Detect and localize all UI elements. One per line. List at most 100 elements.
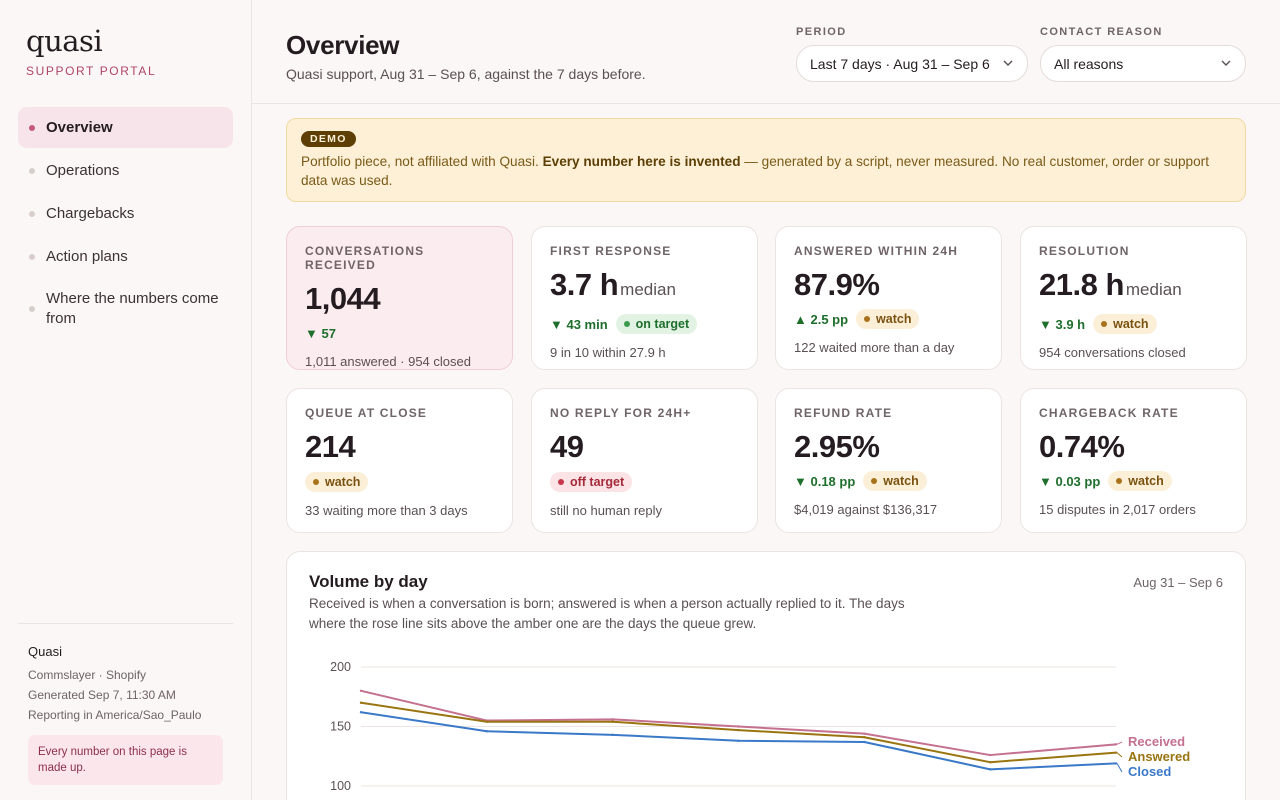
data-point-closed[interactable] [863,740,866,744]
kpi-status-row: ▼ 57 [305,322,494,344]
sidebar-item-where-the-numbers-come-from[interactable]: Where the numbers come from [18,279,233,339]
sidebar-item-chargebacks[interactable]: Chargebacks [18,193,233,234]
status-dot-icon [1116,478,1123,484]
kpi-card[interactable]: REFUND RATE 2.95% ▼ 0.18 pp watch $4,019 aga… [775,388,1002,533]
data-point-received[interactable] [737,725,740,728]
data-point-received[interactable] [359,689,363,692]
kpi-value: 1,044 [305,282,494,316]
kpi-status-row: ▼ 0.18 pp watch [794,470,983,492]
series-label-answered: Answered [1128,749,1190,764]
data-point-answered[interactable] [988,761,992,764]
kpi-card[interactable]: NO REPLY FOR 24H+ 49 off target still no hu… [531,388,758,533]
footer-sources: Commslayer · Shopify [28,668,147,682]
nav-bullet-icon [29,124,35,131]
kpi-status-row: ▲ 2.5 pp watch [794,308,983,330]
kpi-card[interactable]: FIRST RESPONSE 3.7 h median ▼ 43 min on targ… [531,226,758,370]
brand-subtitle: SUPPORT PORTAL [26,64,157,78]
kpi-status-row: ▼ 43 min on target [550,313,739,335]
kpi-footnote: 1,011 answered · 954 closed [305,354,471,369]
reason-select[interactable]: All reasons [1040,45,1246,82]
kpi-value: 21.8 h median [1039,268,1228,307]
status-badge-label: watch [876,312,912,326]
kpi-status-row: ▼ 3.9 h watch [1039,313,1228,335]
kpi-unit: median [1125,280,1182,299]
footer-company: Quasi [28,644,62,659]
kpi-card[interactable]: RESOLUTION 21.8 h median ▼ 3.9 h watch 954 co… [1020,226,1247,370]
kpi-label: RESOLUTION [1039,244,1130,258]
brand-logo[interactable]: quasi [26,24,103,58]
kpi-value: 214 [305,430,494,464]
data-point-received[interactable] [1114,743,1118,746]
kpi-delta: ▲ 2.5 pp [794,311,849,327]
kpi-value: 49 [550,430,739,464]
period-select[interactable]: Last 7 days · Aug 31 – Sep 6 [796,45,1028,82]
demo-banner: DEMO Portfolio piece, not affiliated wit… [286,118,1246,202]
data-point-closed[interactable] [737,739,740,742]
status-badge-label: watch [1128,474,1164,488]
kpi-number: 0.74% [1039,429,1125,464]
kpi-card[interactable]: ANSWERED WITHIN 24H 87.9% ▲ 2.5 pp watch 122… [775,226,1002,370]
nav-bullet-icon [29,306,35,312]
status-badge-label: off target [570,475,625,489]
footer-disclaimer: Every number on this page is made up. [28,735,223,785]
kpi-value: 87.9% [794,268,983,302]
data-point-answered[interactable] [737,728,740,732]
sidebar-item-overview[interactable]: Overview [18,107,233,148]
sidebar-item-label: Operations [46,161,120,179]
data-point-closed[interactable] [485,730,489,733]
status-dot-icon [1101,321,1108,327]
chevron-down-icon [1220,56,1232,72]
kpi-delta: ▼ 3.9 h [1039,316,1086,332]
kpi-footnote: 33 waiting more than 3 days [305,503,468,518]
period-value: Last 7 days · Aug 31 – Sep 6 [810,55,990,72]
series-label-leader [1116,752,1123,758]
sidebar-item-label: Action plans [46,247,128,265]
kpi-label: CONVERSATIONS RECEIVED [305,244,425,272]
data-point-answered[interactable] [485,720,489,723]
kpi-number: 3.7 h [550,267,619,302]
sidebar-item-action-plans[interactable]: Action plans [18,236,233,277]
kpi-number: 1,044 [305,281,381,316]
kpi-card[interactable]: CHARGEBACK RATE 0.74% ▼ 0.03 pp watch 15 dis… [1020,388,1247,533]
chart-title: Volume by day [309,572,428,591]
demo-banner-text: Portfolio piece, not affiliated with Qua… [301,152,1231,190]
page-header: Overview Quasi support, Aug 31 – Sep 6, … [252,0,1280,104]
data-point-answered[interactable] [863,736,866,739]
kpi-footnote: still no human reply [550,503,662,518]
data-point-answered[interactable] [359,701,363,704]
kpi-delta: ▼ 0.03 pp [1039,473,1101,489]
data-point-received[interactable] [611,718,614,721]
series-label-leader [1116,763,1123,773]
data-point-received[interactable] [988,753,992,757]
kpi-number: 2.95% [794,429,880,464]
kpi-card[interactable]: QUEUE AT CLOSE 214 watch 33 waiting more th… [286,388,513,533]
demo-tag: DEMO [301,131,356,147]
kpi-number: 214 [305,429,356,464]
status-badge: watch [856,309,920,329]
banner-text-rest: — generated by a script, never measured.… [301,154,1209,188]
kpi-number: 49 [550,429,584,464]
status-dot-icon [313,479,319,485]
data-point-closed[interactable] [611,733,614,737]
y-tick-label: 100 [330,779,351,793]
series-line-received[interactable] [360,689,1117,757]
data-point-closed[interactable] [988,768,992,771]
y-tick-label: 150 [330,720,351,734]
chart-range: Aug 31 – Sep 6 [1133,575,1223,590]
status-badge-label: watch [883,474,919,488]
reason-label: CONTACT REASON [1040,26,1163,38]
data-point-received[interactable] [863,732,866,735]
kpi-label: QUEUE AT CLOSE [305,406,428,420]
banner-text-intro: Portfolio piece, not affiliated with Qua… [301,154,543,169]
period-filter: PERIOD Last 7 days · Aug 31 – Sep 6 [796,26,1028,82]
kpi-status-row: ▼ 0.03 pp watch [1039,470,1228,492]
status-badge-label: on target [635,317,690,331]
status-dot-icon [558,479,564,485]
data-point-closed[interactable] [1114,762,1118,765]
data-point-closed[interactable] [359,711,363,714]
sidebar-item-operations[interactable]: Operations [18,150,233,191]
period-label: PERIOD [796,26,847,38]
data-point-answered[interactable] [1114,751,1118,754]
kpi-card[interactable]: CONVERSATIONS RECEIVED 1,044 ▼ 57 1,011 ans… [286,226,513,370]
data-point-answered[interactable] [611,720,614,723]
